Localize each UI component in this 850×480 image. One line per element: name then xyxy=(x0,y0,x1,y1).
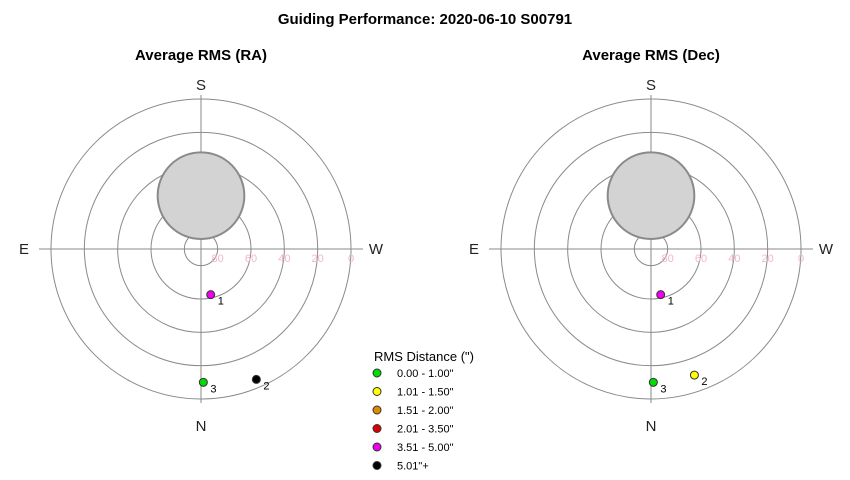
altitude-tick-label: 60 xyxy=(695,253,707,265)
figure-title: Guiding Performance: 2020-06-10 S00791 xyxy=(278,11,572,28)
legend-item-label: 1.01 - 1.50" xyxy=(397,387,454,399)
altitude-tick-label: 20 xyxy=(762,253,774,265)
compass-west: W xyxy=(369,241,384,258)
data-point-label: 1 xyxy=(668,296,674,308)
altitude-tick-label: 80 xyxy=(662,253,674,265)
compass-north: N xyxy=(196,418,207,435)
data-point-2 xyxy=(251,374,261,384)
data-point-label: 1 xyxy=(218,296,224,308)
legend-swatch xyxy=(372,405,382,415)
plot-subtitle: Average RMS (Dec) xyxy=(582,47,720,64)
altitude-tick-label: 0 xyxy=(348,253,354,265)
data-point-label: 2 xyxy=(263,380,269,392)
data-point-1 xyxy=(206,290,216,300)
data-point-1 xyxy=(656,290,666,300)
data-point-label: 2 xyxy=(701,376,707,388)
legend-item-label: 0.00 - 1.00" xyxy=(397,368,454,380)
legend-item-label: 2.01 - 3.50" xyxy=(397,424,454,436)
legend-swatch xyxy=(372,368,382,378)
moon-disc xyxy=(606,151,696,241)
compass-north: N xyxy=(646,418,657,435)
altitude-tick-label: 40 xyxy=(728,253,740,265)
compass-south: S xyxy=(196,77,206,94)
altitude-tick-label: 80 xyxy=(212,253,224,265)
data-point-2 xyxy=(689,370,699,380)
compass-east: E xyxy=(469,241,479,258)
compass-east: E xyxy=(19,241,29,258)
compass-west: W xyxy=(819,241,834,258)
compass-south: S xyxy=(646,77,656,94)
moon-disc xyxy=(156,151,246,241)
altitude-tick-label: 20 xyxy=(312,253,324,265)
data-point-3 xyxy=(198,377,208,387)
altitude-tick-label: 60 xyxy=(245,253,257,265)
legend-swatch xyxy=(372,442,382,452)
data-point-label: 3 xyxy=(660,383,666,395)
data-point-label: 3 xyxy=(210,383,216,395)
legend-swatch xyxy=(372,461,382,470)
legend: RMS Distance (") 0.00 - 1.00" 1.01 - 1.50… xyxy=(372,349,474,473)
data-point-3 xyxy=(648,377,658,387)
legend-item-label: 3.51 - 5.00" xyxy=(397,442,454,454)
polar-plot-dec: Average RMS (Dec) S N E W 80 60 40 20 0 1 2 3 xyxy=(469,47,834,435)
legend-title: RMS Distance (") xyxy=(374,349,474,364)
plot-subtitle: Average RMS (RA) xyxy=(135,47,267,64)
polar-plot-ra: Average RMS (RA) S N E W 80 60 40 20 0 1 2 3 xyxy=(19,47,384,435)
legend-swatch xyxy=(372,424,382,433)
altitude-tick-label: 40 xyxy=(278,253,290,265)
legend-swatch xyxy=(372,387,382,396)
legend-item-label: 1.51 - 2.00" xyxy=(397,405,454,417)
altitude-tick-label: 0 xyxy=(798,253,804,265)
legend-item-label: 5.01"+ xyxy=(397,461,429,473)
